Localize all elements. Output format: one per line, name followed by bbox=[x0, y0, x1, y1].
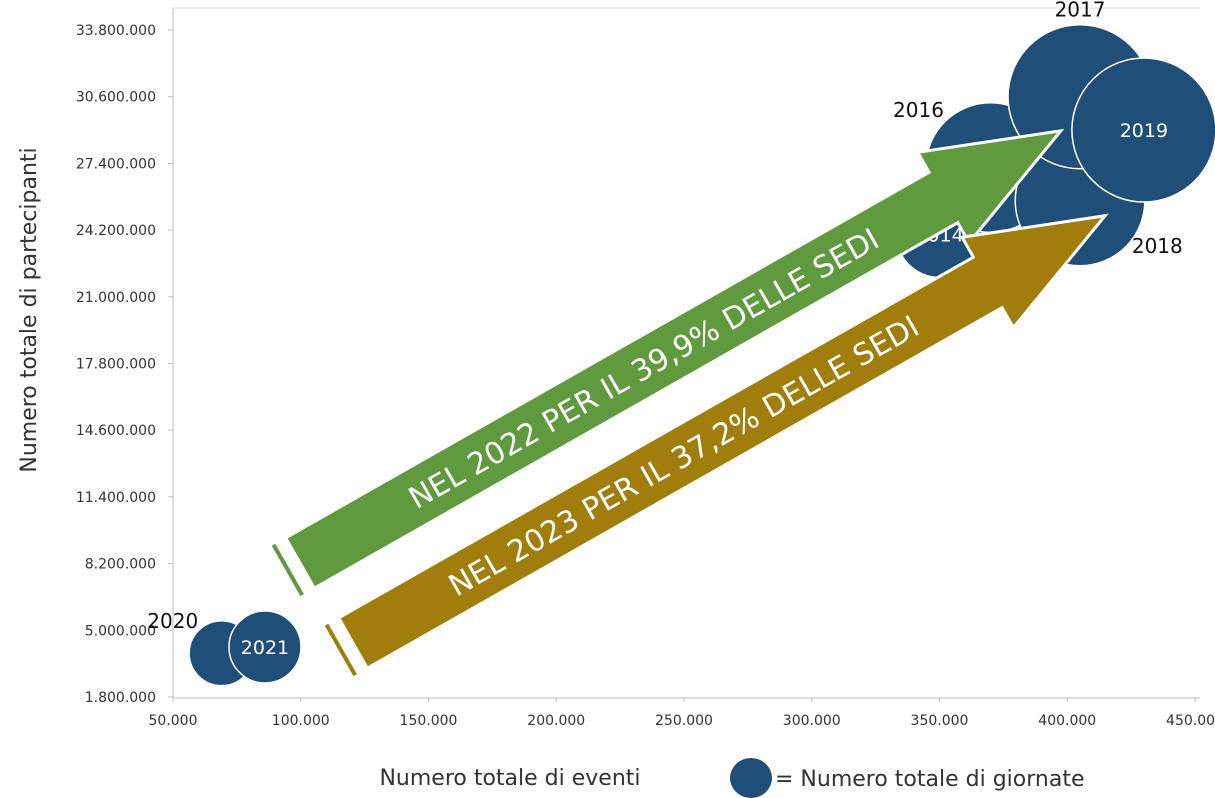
arrow-2022: NEL 2022 PER IL 39,9% DELLE SEDI bbox=[271, 128, 1065, 597]
x-tick-label: 250.000 bbox=[655, 713, 713, 729]
y-tick-label: 21.000.000 bbox=[76, 290, 156, 306]
bubble-label-2020: 2020 bbox=[147, 609, 198, 633]
x-tick-label: 450.000 bbox=[1166, 713, 1215, 729]
x-axis-title: Numero totale di eventi bbox=[379, 766, 640, 791]
bubble-2019 bbox=[1071, 57, 1215, 203]
x-tick-label: 350.000 bbox=[911, 713, 969, 729]
legend-bubble-icon bbox=[730, 758, 772, 798]
arrow-2023-tail bbox=[324, 623, 357, 677]
x-tick-label: 200.000 bbox=[527, 713, 585, 729]
y-tick-label: 5.000.000 bbox=[85, 623, 156, 639]
y-tick-label: 27.400.000 bbox=[76, 156, 156, 172]
bubble-label-2019: 2019 bbox=[1120, 120, 1168, 142]
bubble-label-2016: 2016 bbox=[893, 98, 944, 122]
bubble-2021 bbox=[228, 610, 302, 684]
arrow-2022-tail bbox=[271, 543, 304, 597]
y-tick-label: 24.200.000 bbox=[76, 223, 156, 239]
bubble-label-2018: 2018 bbox=[1132, 234, 1183, 258]
y-tick-label: 30.600.000 bbox=[76, 90, 156, 106]
arrow-2023: NEL 2023 PER IL 37,2% DELLE SEDI bbox=[324, 213, 1109, 677]
x-tick-label: 300.000 bbox=[783, 713, 841, 729]
bubble-label-2021: 2021 bbox=[241, 637, 289, 659]
x-tick-label: 50.000 bbox=[149, 713, 198, 729]
y-axis-ticks: 1.800.000 5.000.000 8.200.000 11.400.000 14.… bbox=[76, 23, 173, 706]
y-tick-label: 8.200.000 bbox=[85, 557, 156, 573]
bubble-label-2017: 2017 bbox=[1055, 0, 1106, 22]
x-tick-label: 150.000 bbox=[400, 713, 458, 729]
arrow-2023-shape bbox=[336, 213, 1109, 671]
x-tick-label: 100.000 bbox=[272, 713, 330, 729]
y-tick-label: 1.800.000 bbox=[85, 690, 156, 706]
y-axis-title: Numero totale di partecipanti bbox=[17, 147, 42, 472]
y-tick-label: 11.400.000 bbox=[76, 490, 156, 506]
y-tick-label: 17.800.000 bbox=[76, 357, 156, 373]
x-tick-label: 400.000 bbox=[1038, 713, 1096, 729]
x-axis-ticks: 50.000 100.000 150.000 200.000 250.000 300.00… bbox=[149, 697, 1215, 729]
y-tick-label: 33.800.000 bbox=[76, 23, 156, 39]
legend-label: = Numero totale di giornate bbox=[775, 767, 1085, 792]
y-tick-label: 14.600.000 bbox=[76, 423, 156, 439]
arrow-2022-shape bbox=[283, 128, 1065, 591]
